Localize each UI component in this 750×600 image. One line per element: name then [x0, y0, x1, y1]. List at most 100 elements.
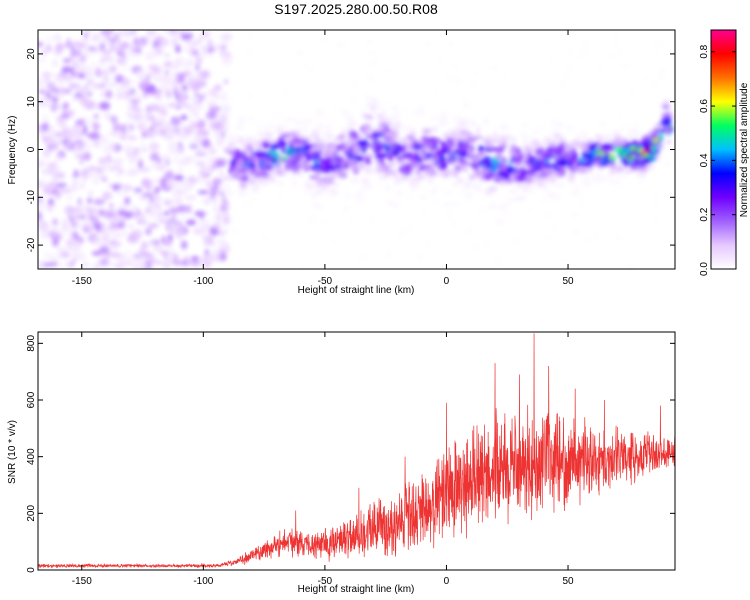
- ridge-blob: [346, 122, 355, 130]
- noise-blob: [375, 127, 381, 131]
- noise-blob: [404, 133, 409, 136]
- noise-blob: [572, 229, 580, 234]
- noise-blob: [170, 116, 181, 126]
- noise-blob: [593, 232, 599, 239]
- ridge-blob: [365, 157, 371, 165]
- noise-blob: [449, 42, 453, 46]
- ridge-blob: [595, 174, 606, 182]
- ridge-blob: [544, 162, 548, 169]
- noise-blob: [196, 222, 205, 231]
- ridge-blob: [527, 167, 538, 176]
- ridge-blob: [256, 153, 263, 159]
- noise-blob: [107, 225, 118, 231]
- noise-blob: [144, 51, 157, 61]
- ridge-blob: [444, 141, 455, 148]
- ridge-blob: [495, 152, 503, 161]
- ridge-blob: [283, 124, 287, 129]
- ridge-blob: [438, 118, 448, 127]
- noise-blob: [208, 46, 215, 53]
- noise-blob: [213, 206, 218, 213]
- noise-blob: [312, 214, 317, 219]
- ridge-blob: [427, 175, 435, 184]
- noise-blob: [52, 226, 59, 232]
- noise-blob: [369, 137, 375, 142]
- ridge-blob: [392, 201, 399, 210]
- ridge-blob: [409, 176, 417, 181]
- ridge-blob: [287, 166, 295, 171]
- noise-blob: [288, 169, 292, 173]
- noise-blob: [142, 192, 155, 198]
- noise-blob: [65, 238, 74, 246]
- ridge-blob: [529, 161, 540, 166]
- noise-blob: [227, 217, 234, 223]
- ridge-blob: [508, 197, 517, 202]
- noise-blob: [180, 30, 192, 35]
- ridge-blob: [539, 125, 544, 130]
- noise-blob: [62, 102, 69, 110]
- noise-blob: [352, 81, 358, 86]
- noise-blob: [152, 67, 162, 74]
- ridge-blob: [337, 171, 348, 179]
- noise-blob: [427, 157, 434, 162]
- colorbar-label: Normalized spectral amplitude: [739, 82, 750, 217]
- noise-blob: [429, 190, 434, 194]
- ridge-blob: [601, 143, 610, 149]
- noise-blob: [177, 72, 187, 79]
- ridge-blob: [412, 144, 423, 150]
- ridge-blob: [501, 211, 512, 215]
- noise-blob: [186, 78, 197, 88]
- noise-blob: [567, 67, 572, 73]
- x-tick-label: -50: [318, 276, 333, 287]
- noise-blob: [121, 250, 134, 260]
- ridge-blob: [425, 153, 433, 159]
- ridge-blob: [467, 163, 473, 167]
- noise-blob: [195, 147, 204, 154]
- noise-blob: [95, 45, 101, 54]
- noise-blob: [220, 203, 227, 212]
- noise-blob: [126, 111, 133, 117]
- y-tick-label: 20: [26, 48, 37, 60]
- noise-blob: [104, 266, 110, 269]
- noise-blob: [324, 38, 328, 42]
- ridge-blob: [521, 121, 529, 129]
- ridge-blob: [547, 192, 557, 199]
- noise-blob: [386, 70, 390, 74]
- noise-blob: [153, 244, 164, 252]
- noise-blob: [188, 96, 200, 102]
- noise-blob: [369, 186, 373, 190]
- noise-blob: [83, 260, 89, 269]
- y-tick-label: 10: [26, 96, 37, 108]
- snr-panel: -150 -100 -50 0 50 0 200 400 600 800 Height of s…: [7, 331, 676, 595]
- ridge-blob: [663, 105, 671, 109]
- ridge-blob: [264, 131, 273, 139]
- x-tick-label: 50: [562, 576, 574, 587]
- noise-blob: [105, 209, 116, 219]
- noise-blob: [367, 75, 374, 81]
- ridge-blob: [294, 137, 298, 141]
- ridge-blob: [474, 172, 482, 179]
- noise-blob: [140, 240, 149, 251]
- noise-blob: [213, 256, 221, 262]
- noise-blob: [141, 218, 149, 227]
- noise-blob: [514, 154, 518, 158]
- noise-blob: [159, 177, 167, 187]
- noise-blob: [135, 252, 147, 261]
- noise-blob: [365, 254, 369, 258]
- noise-blob: [51, 59, 59, 67]
- noise-blob: [176, 89, 187, 94]
- noise-blob: [483, 206, 486, 211]
- noise-blob: [503, 75, 507, 79]
- noise-blob: [122, 30, 133, 38]
- ridge-blob: [320, 167, 324, 172]
- noise-blob: [247, 33, 254, 37]
- noise-blob: [545, 180, 550, 186]
- noise-blob: [52, 218, 59, 226]
- ridge-blob: [565, 125, 575, 131]
- noise-blob: [67, 215, 74, 220]
- ridge-blob: [466, 178, 471, 186]
- noise-blob: [428, 127, 433, 132]
- noise-blob: [490, 66, 497, 72]
- ridge-blob: [462, 100, 470, 109]
- noise-blob: [40, 229, 51, 235]
- ridge-blob: [417, 105, 427, 110]
